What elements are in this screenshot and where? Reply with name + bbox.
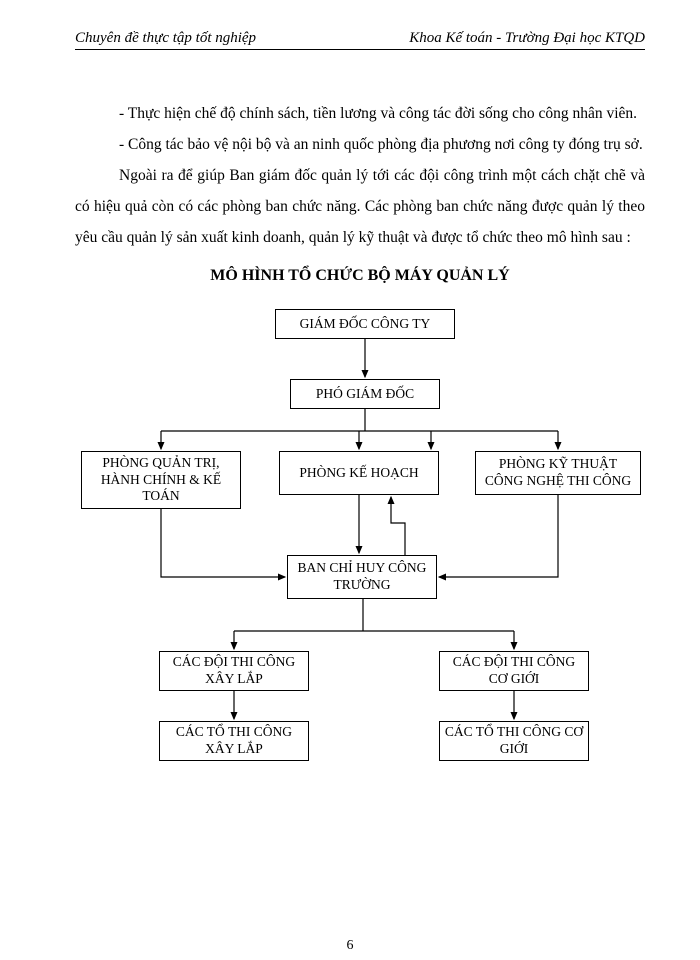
node-ban-chi-huy: BAN CHỈ HUY CÔNG TRƯỜNG	[287, 555, 437, 599]
node-giam-doc: GIÁM ĐỐC CÔNG TY	[275, 309, 455, 339]
paragraph: - Thực hiện chế độ chính sách, tiền lươn…	[75, 98, 645, 129]
page-number: 6	[0, 938, 700, 954]
flowchart-edges	[75, 291, 645, 771]
header-left: Chuyên đề thực tập tốt nghiệp	[75, 30, 256, 47]
document-page: Chuyên đề thực tập tốt nghiệp Khoa Kế to…	[0, 0, 700, 960]
paragraph: Ngoài ra để giúp Ban giám đốc quản lý tớ…	[75, 160, 645, 253]
node-phong-quan-tri: PHÒNG QUẢN TRỊ, HÀNH CHÍNH & KẾ TOÁN	[81, 451, 241, 509]
paragraph: - Công tác bảo vệ nội bộ và an ninh quốc…	[75, 129, 645, 160]
body-text: - Thực hiện chế độ chính sách, tiền lươn…	[75, 98, 645, 253]
node-to-xay-lap: CÁC TỔ THI CÔNG XÂY LẮP	[159, 721, 309, 761]
header-right: Khoa Kế toán - Trường Đại học KTQD	[409, 30, 645, 47]
node-phong-ke-hoach: PHÒNG KẾ HOẠCH	[279, 451, 439, 495]
node-doi-co-gioi: CÁC ĐỘI THI CÔNG CƠ GIỚI	[439, 651, 589, 691]
page-header: Chuyên đề thực tập tốt nghiệp Khoa Kế to…	[75, 30, 645, 50]
node-to-co-gioi: CÁC TỔ THI CÔNG CƠ GIỚI	[439, 721, 589, 761]
diagram-title: MÔ HÌNH TỔ CHỨC BỘ MÁY QUẢN LÝ	[75, 267, 645, 285]
node-pho-giam-doc: PHÓ GIÁM ĐỐC	[290, 379, 440, 409]
org-chart: GIÁM ĐỐC CÔNG TY PHÓ GIÁM ĐỐC PHÒNG QUẢN…	[75, 291, 645, 771]
node-phong-ky-thuat: PHÒNG KỸ THUẬT CÔNG NGHỆ THI CÔNG	[475, 451, 641, 495]
node-doi-xay-lap: CÁC ĐỘI THI CÔNG XÂY LẮP	[159, 651, 309, 691]
